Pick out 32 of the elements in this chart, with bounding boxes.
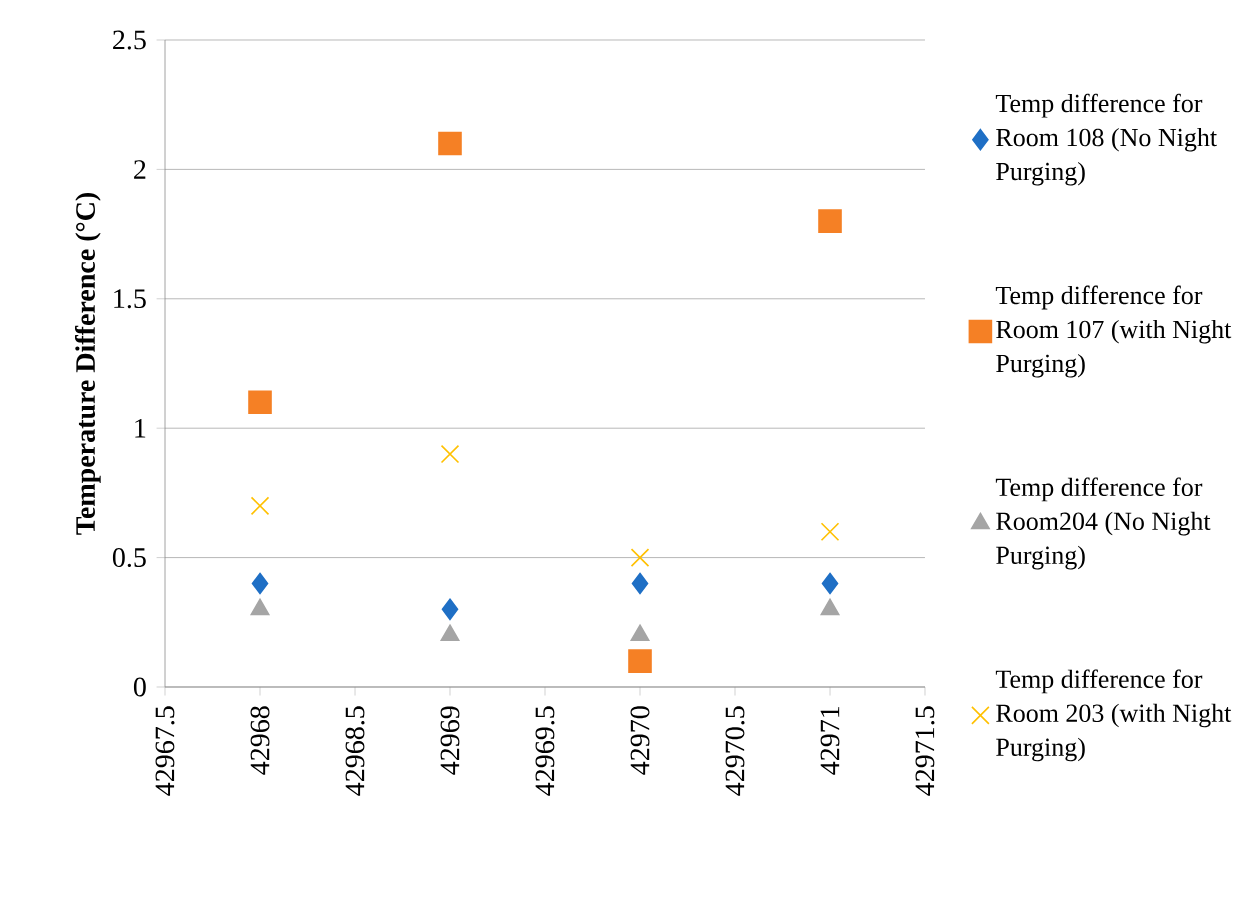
legend-label: Temp difference for Room 107 (with Night Purging) xyxy=(995,285,1232,378)
point xyxy=(820,522,840,541)
x-tick-label: 42969 xyxy=(440,706,460,775)
y-tick-label: 2.5 xyxy=(113,30,146,50)
y-tick-label: 1 xyxy=(135,418,146,438)
y-tick-label: 1.5 xyxy=(114,289,146,309)
x-tick-label: 42968.5 xyxy=(345,706,365,796)
point xyxy=(248,390,272,415)
point xyxy=(250,496,270,516)
point xyxy=(630,548,650,567)
x-tick-label: 42968 xyxy=(250,706,270,775)
y-tick-label: 0 xyxy=(133,677,146,697)
x-tick-label: 42970 xyxy=(630,706,650,775)
x-tick-label: 42969.5 xyxy=(535,706,555,796)
point xyxy=(631,572,649,595)
x-tick-label: 42970.5 xyxy=(725,706,745,796)
legend-label: Temp difference for Room 108 (No Night Purging) xyxy=(995,93,1217,186)
legend-label: Temp difference for Room204 (No Night Purging) xyxy=(995,477,1211,570)
legend-label: Temp difference for Room 203 (with Night Purging) xyxy=(995,669,1232,762)
point xyxy=(251,572,269,595)
point xyxy=(821,572,839,595)
y-tick-label: 2 xyxy=(134,160,146,179)
point xyxy=(438,131,462,156)
point xyxy=(628,649,652,673)
point xyxy=(818,209,842,233)
point xyxy=(441,598,459,621)
y-axis-title: Temperature Difference (°C) xyxy=(74,192,101,535)
x-tick-label: 42971 xyxy=(820,706,840,775)
x-tick-label: 42967.5 xyxy=(155,706,175,796)
x-tick-label: 42971.5 xyxy=(915,706,935,796)
point xyxy=(440,444,460,464)
y-tick-label: 0.5 xyxy=(112,548,146,568)
